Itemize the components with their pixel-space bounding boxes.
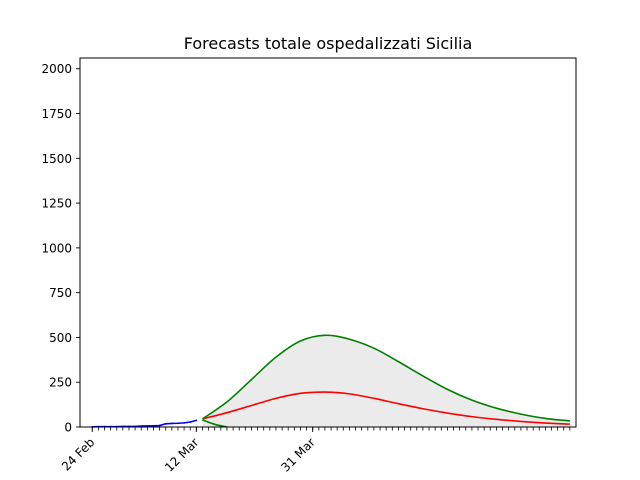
y-tick-label: 250	[49, 376, 72, 390]
y-tick-label: 1500	[41, 152, 72, 166]
forecast-band	[202, 335, 570, 427]
series-point-1	[146, 425, 149, 427]
y-tick-label: 1250	[41, 197, 72, 211]
series-point-1	[152, 424, 155, 427]
chart-title: Forecasts totale ospedalizzati Sicilia	[184, 34, 473, 53]
series-line-2	[202, 391, 570, 425]
series-point-1	[183, 421, 185, 424]
plot-frame	[79, 57, 577, 428]
series-point-1	[177, 422, 179, 425]
y-tick-label: 750	[49, 286, 72, 300]
series-point-1	[170, 422, 173, 425]
plot-area	[202, 335, 570, 427]
series-point-1	[164, 422, 167, 425]
y-tick-label: 1000	[41, 241, 72, 255]
series-line-4	[202, 419, 228, 428]
series-point-1	[195, 419, 198, 422]
y-tick-label: 1750	[41, 107, 72, 121]
y-tick-label: 500	[49, 331, 72, 345]
y-tick-label: 2000	[41, 62, 72, 76]
series-point-1	[158, 424, 161, 427]
series-line-3	[202, 334, 570, 422]
series-point-1	[189, 421, 192, 423]
y-tick-label: 0	[64, 421, 72, 435]
